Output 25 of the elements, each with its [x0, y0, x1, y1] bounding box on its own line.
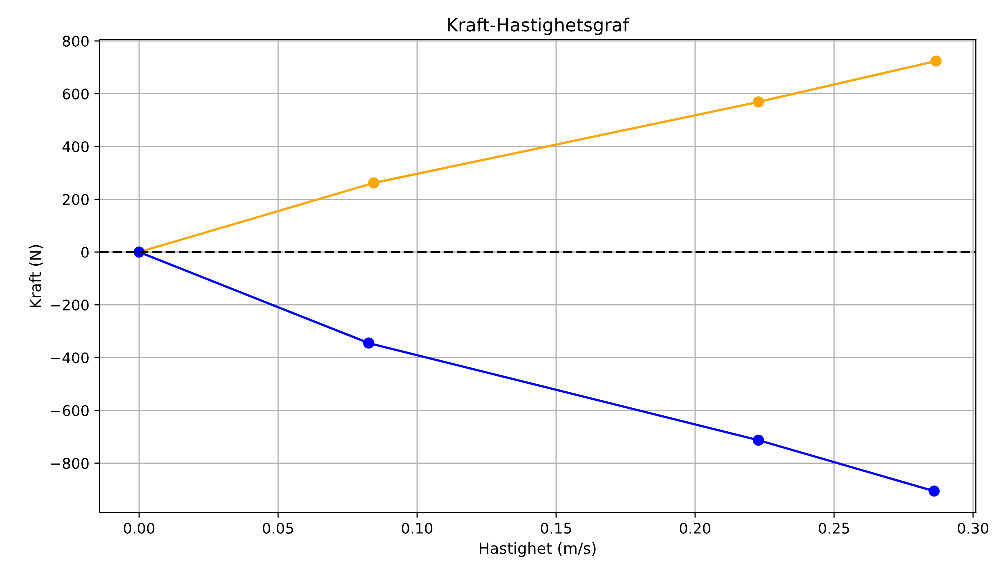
- point: [753, 96, 764, 108]
- y-tick-label: 400: [62, 141, 89, 153]
- chart-title: Kraft-Hastighetsgraf: [448, 18, 630, 36]
- y-tick-label: −200: [51, 300, 89, 311]
- point: [368, 178, 380, 189]
- x-tick-label: 0.20: [680, 522, 711, 534]
- x-tick-label: 0.05: [263, 522, 294, 534]
- x-tick-label: 0.10: [402, 522, 433, 534]
- x-tick-label: 0.30: [958, 522, 989, 534]
- point: [928, 486, 940, 497]
- y-tick-label: −800: [51, 458, 89, 470]
- x-tick-label: 0.15: [541, 522, 572, 534]
- y-tick-label: 200: [63, 194, 89, 206]
- y-tick-label: −400: [51, 352, 89, 364]
- y-tick-label: −600: [51, 405, 89, 416]
- y-tick-label: 600: [63, 88, 89, 100]
- y-tick-label: 800: [63, 36, 89, 47]
- point: [930, 56, 942, 67]
- y-axis-title: Kraft (N): [29, 245, 44, 308]
- x-axis-title: Hastighet (m/s): [480, 542, 596, 558]
- point: [753, 434, 764, 446]
- x-tick-label: 0.00: [124, 522, 155, 534]
- point: [363, 338, 375, 349]
- y-tick-label: 0: [82, 247, 89, 258]
- x-tick-label: 0.25: [819, 522, 850, 534]
